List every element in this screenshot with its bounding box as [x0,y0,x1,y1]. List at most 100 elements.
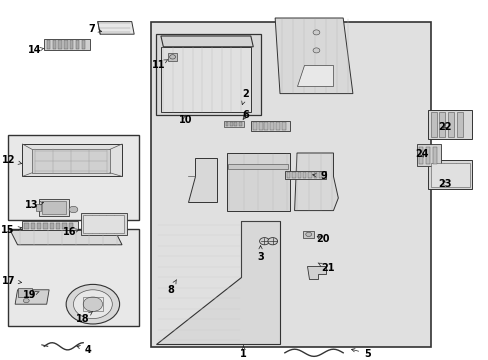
Bar [40,199,68,216]
Bar [418,147,423,164]
Bar [24,223,29,229]
Polygon shape [18,288,32,297]
Text: 19: 19 [23,290,39,300]
Bar [313,172,316,178]
Bar [226,153,289,211]
Bar [456,112,462,137]
Bar [234,122,237,126]
Bar [8,229,139,326]
Text: 4: 4 [77,345,91,355]
Bar [52,40,56,49]
Polygon shape [187,158,216,202]
Bar [291,172,295,178]
Polygon shape [10,230,122,245]
Text: 6: 6 [242,110,249,120]
Bar [37,223,41,229]
Text: 10: 10 [178,114,192,125]
Bar [36,204,41,211]
Bar [43,223,47,229]
Text: 15: 15 [1,225,21,235]
Polygon shape [275,18,352,94]
Bar [56,223,60,229]
Bar [8,135,139,220]
Bar [302,172,305,178]
Bar [225,122,228,126]
Circle shape [312,69,319,75]
Bar [258,122,262,130]
Bar [285,171,325,179]
Bar [427,160,471,189]
Circle shape [66,284,120,324]
Circle shape [259,238,269,245]
Bar [64,40,67,49]
Bar [250,121,289,131]
Circle shape [305,232,311,237]
Bar [238,122,241,126]
Text: 17: 17 [2,276,21,286]
Text: 7: 7 [88,24,102,34]
Bar [276,122,280,130]
Circle shape [83,297,102,311]
Text: 5: 5 [351,348,370,359]
Bar [439,112,445,137]
Bar [76,40,79,49]
Bar [270,122,274,130]
Circle shape [312,30,319,35]
Bar [307,172,311,178]
Bar [252,122,256,130]
Polygon shape [22,144,122,176]
Bar [83,297,102,311]
Bar [151,22,430,347]
Text: 13: 13 [25,200,43,210]
Bar [31,223,35,229]
Bar [68,223,73,229]
Bar [83,215,124,233]
Bar [286,172,289,178]
Polygon shape [294,153,338,211]
Bar [416,144,441,166]
Circle shape [267,238,277,245]
Polygon shape [161,36,253,47]
Bar [318,172,322,178]
Text: 21: 21 [317,263,334,273]
Polygon shape [32,149,110,173]
Text: 11: 11 [151,59,168,70]
Polygon shape [15,290,49,304]
Text: 12: 12 [2,155,21,165]
Bar [229,122,232,126]
Bar [427,110,471,139]
Bar [81,40,85,49]
Bar [430,163,468,187]
Circle shape [312,48,319,53]
Bar [70,40,73,49]
Polygon shape [156,221,280,344]
Polygon shape [306,266,325,279]
Bar [264,122,268,130]
Bar [447,112,453,137]
Text: 14: 14 [28,45,44,55]
Polygon shape [161,47,250,112]
Polygon shape [98,22,134,34]
Circle shape [169,55,175,59]
Circle shape [23,298,29,303]
Circle shape [73,290,112,319]
Text: 3: 3 [257,246,264,262]
Polygon shape [296,65,333,86]
Bar [47,40,50,49]
Text: 18: 18 [76,311,93,324]
Text: 22: 22 [438,122,451,132]
Bar [303,231,313,238]
Bar [224,121,243,127]
Bar [44,39,90,50]
Text: 20: 20 [315,234,329,244]
Bar [156,34,260,115]
Bar [58,40,61,49]
Text: 23: 23 [438,179,451,189]
Text: 2: 2 [241,89,249,105]
Bar [42,201,66,214]
Text: 1: 1 [240,346,246,359]
Bar [49,223,54,229]
Bar [227,164,288,169]
Text: 16: 16 [63,227,80,237]
Bar [297,172,300,178]
